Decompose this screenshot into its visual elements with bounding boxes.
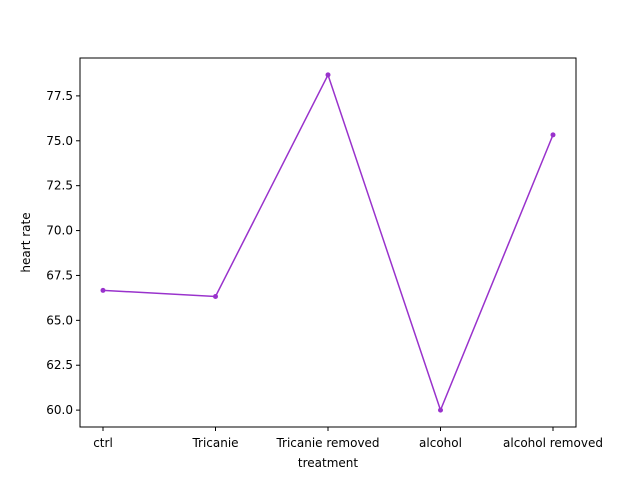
x-tick-label: ctrl [93, 436, 113, 450]
x-axis-label: treatment [298, 456, 358, 470]
data-point [325, 72, 331, 78]
y-tick-label: 60.0 [46, 403, 73, 417]
data-point [213, 293, 218, 299]
y-tick-label: 77.5 [46, 89, 73, 103]
y-axis-label: heart rate [19, 212, 33, 272]
y-tick-label: 70.0 [46, 224, 73, 238]
x-tick-label: Tricanie [191, 436, 238, 450]
y-tick-label: 72.5 [46, 179, 73, 193]
data-point [550, 132, 556, 138]
y-tick-label: 75.0 [46, 134, 73, 148]
x-tick-label: Tricanie removed [275, 436, 379, 450]
plot-area [80, 58, 576, 427]
plot-frame [79, 57, 577, 428]
data-point [100, 287, 106, 293]
x-axis-ticks: ctrl Tricanie Tricanie removed alcohol alcoh… [93, 427, 603, 450]
data-point [438, 407, 443, 413]
x-tick-label: alcohol removed [503, 436, 603, 450]
y-tick-label: 62.5 [46, 358, 73, 372]
y-axis-ticks: 60.0 62.5 65.0 67.5 70.0 72.5 75.0 77.5 [46, 89, 80, 417]
series-layer [100, 72, 556, 413]
x-tick-label: alcohol [419, 436, 462, 450]
y-tick-label: 65.0 [46, 313, 73, 327]
y-tick-label: 67.5 [46, 268, 73, 282]
